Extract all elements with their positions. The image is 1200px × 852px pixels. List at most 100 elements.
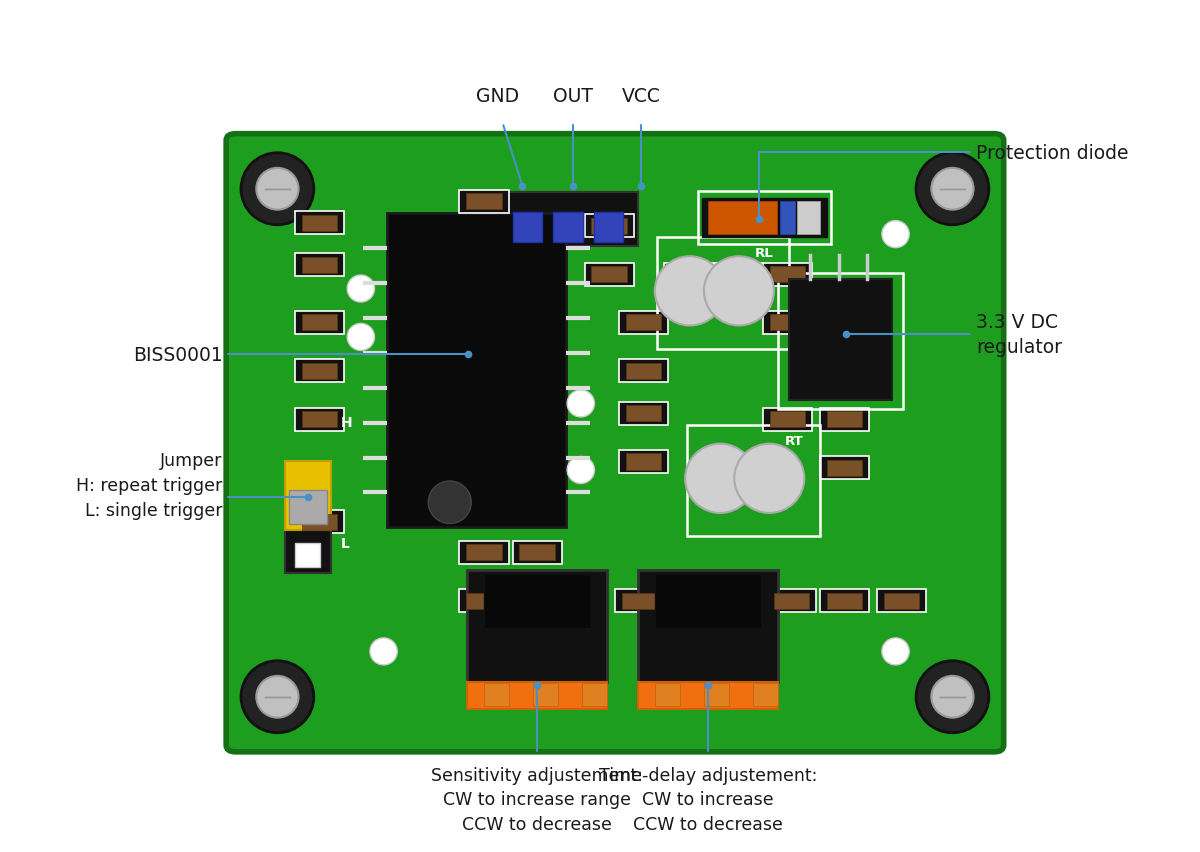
Bar	[665, 263, 714, 286]
Text: VCC: VCC	[622, 87, 661, 106]
Text: H: H	[341, 415, 352, 429]
Bar	[671, 267, 707, 283]
Bar	[467, 682, 607, 709]
Ellipse shape	[568, 390, 594, 417]
Ellipse shape	[734, 444, 804, 514]
Bar	[533, 683, 558, 706]
Bar	[827, 593, 862, 609]
Bar	[295, 212, 344, 235]
Bar	[289, 491, 326, 524]
Bar	[301, 216, 337, 232]
Bar	[883, 593, 919, 609]
Bar	[625, 363, 661, 379]
Bar	[467, 194, 502, 210]
Bar	[460, 191, 509, 214]
Bar	[295, 408, 344, 431]
Bar	[619, 402, 668, 425]
Ellipse shape	[685, 444, 755, 514]
Bar	[619, 360, 668, 383]
Text: Jumper
H: repeat trigger
L: single trigger: Jumper H: repeat trigger L: single trigg…	[76, 451, 222, 519]
Bar	[295, 254, 344, 277]
FancyBboxPatch shape	[226, 135, 1003, 752]
Bar	[790, 280, 892, 401]
Bar	[703, 683, 728, 706]
Bar	[301, 257, 337, 273]
Ellipse shape	[347, 276, 374, 302]
Bar	[520, 593, 554, 609]
Ellipse shape	[347, 324, 374, 351]
Ellipse shape	[370, 638, 397, 665]
Bar	[656, 238, 790, 349]
Ellipse shape	[568, 457, 594, 484]
Bar	[752, 683, 778, 706]
Ellipse shape	[428, 481, 472, 524]
Bar	[484, 574, 590, 628]
Bar	[698, 192, 832, 245]
Text: RT: RT	[785, 434, 804, 447]
Bar	[520, 544, 554, 561]
Bar	[820, 408, 869, 431]
Bar	[820, 590, 869, 613]
Bar	[460, 541, 509, 564]
Bar	[594, 213, 623, 243]
Bar	[582, 683, 607, 706]
Bar	[505, 193, 637, 247]
Bar	[467, 570, 607, 682]
Bar	[686, 425, 820, 537]
Bar	[767, 590, 816, 613]
Bar	[301, 315, 337, 331]
Bar	[295, 543, 320, 567]
Ellipse shape	[655, 257, 725, 326]
Ellipse shape	[882, 638, 910, 665]
Bar	[553, 213, 583, 243]
Bar	[295, 360, 344, 383]
Bar	[622, 593, 658, 609]
Bar	[625, 406, 661, 422]
Ellipse shape	[931, 676, 973, 717]
Bar	[708, 202, 778, 234]
Text: L: L	[341, 536, 349, 550]
Bar	[671, 593, 707, 609]
Bar	[619, 312, 668, 335]
Text: Sensitivity adjustement:
CW to increase range
CCW to decrease: Sensitivity adjustement: CW to increase …	[431, 766, 643, 832]
Ellipse shape	[916, 153, 989, 226]
Bar	[820, 457, 869, 480]
Bar	[665, 590, 714, 613]
Bar	[284, 531, 330, 573]
Bar	[827, 460, 862, 476]
Bar	[460, 590, 509, 613]
Bar	[654, 683, 679, 706]
Ellipse shape	[257, 676, 299, 717]
Bar	[637, 570, 778, 682]
Ellipse shape	[882, 222, 910, 248]
Ellipse shape	[241, 661, 314, 733]
Text: Time-delay adjustement:
CW to increase
CCW to decrease: Time-delay adjustement: CW to increase C…	[599, 766, 817, 832]
Bar	[584, 263, 634, 286]
Bar	[637, 682, 778, 709]
Bar	[763, 408, 812, 431]
Ellipse shape	[241, 153, 314, 226]
Bar	[763, 263, 812, 286]
Bar	[484, 683, 509, 706]
Bar	[720, 267, 756, 283]
Bar	[769, 267, 805, 283]
Bar	[625, 315, 661, 331]
Bar	[780, 202, 794, 234]
Bar	[877, 590, 926, 613]
Ellipse shape	[257, 169, 299, 210]
Text: 3.3 V DC
regulator: 3.3 V DC regulator	[977, 313, 1062, 356]
Bar	[301, 363, 337, 379]
Bar	[284, 461, 330, 531]
Bar	[614, 590, 665, 613]
Bar	[467, 593, 502, 609]
Bar	[763, 312, 812, 335]
Bar	[619, 451, 668, 474]
Bar	[592, 218, 626, 234]
Bar	[295, 511, 344, 534]
Text: RL: RL	[755, 247, 774, 260]
Bar	[512, 590, 562, 613]
Bar	[769, 412, 805, 428]
Bar	[625, 454, 661, 470]
Bar	[778, 274, 904, 410]
Ellipse shape	[916, 661, 989, 733]
